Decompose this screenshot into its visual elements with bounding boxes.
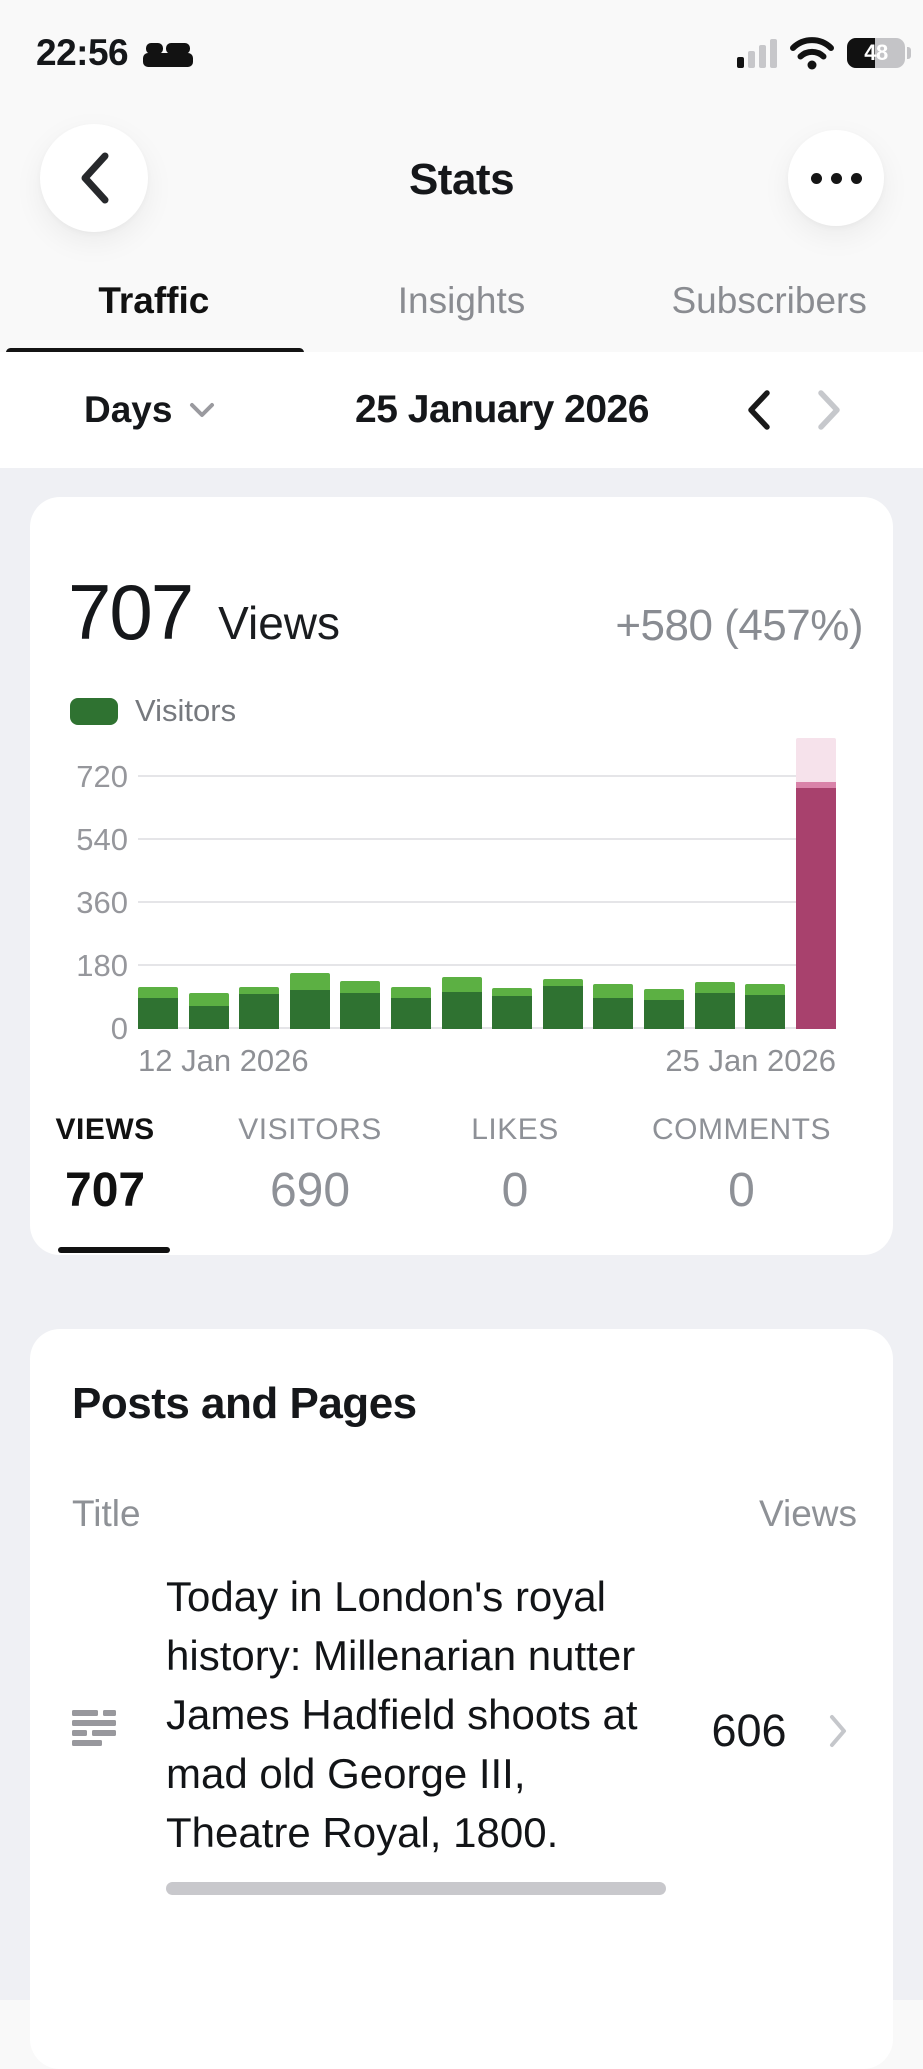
- views-total: 707: [68, 568, 194, 656]
- back-button[interactable]: [40, 124, 148, 232]
- posts-card-title: Posts and Pages: [72, 1379, 417, 1428]
- views-headline: 707 Views: [68, 567, 340, 658]
- chevron-right-icon: [827, 1712, 849, 1750]
- selected-date: 25 January 2026: [355, 388, 649, 431]
- visitors-legend-swatch: [70, 697, 118, 725]
- chart-bar-13-jan-2026[interactable]: [188, 737, 229, 1029]
- x-axis-end-label: 25 Jan 2026: [665, 1043, 836, 1078]
- date-navigation-bar: Days 25 January 2026: [0, 352, 923, 468]
- chart-bar-18-jan-2026[interactable]: [441, 737, 482, 1029]
- more-menu-button[interactable]: [788, 130, 884, 226]
- chevron-left-icon: [77, 150, 111, 206]
- y-axis-tick-label: 540: [76, 822, 128, 857]
- y-axis-tick-label: 0: [110, 1011, 128, 1046]
- chart-x-axis-labels: 12 Jan 2026 25 Jan 2026: [138, 1043, 836, 1079]
- chart-gridline: [138, 964, 836, 966]
- chevron-right-icon: [818, 390, 840, 430]
- chart-bar-15-jan-2026[interactable]: [289, 737, 330, 1029]
- wifi-icon: [789, 36, 835, 70]
- chart-gridline: [138, 775, 836, 777]
- y-axis-tick-label: 360: [76, 885, 128, 920]
- chart-bar-14-jan-2026[interactable]: [239, 737, 280, 1029]
- metric-comments[interactable]: COMMENTS 0: [652, 1113, 832, 1217]
- chart-bar-21-jan-2026[interactable]: [593, 737, 634, 1029]
- post-title: Today in London's royal history: Millena…: [166, 1573, 638, 1856]
- chevron-left-icon: [748, 390, 770, 430]
- selected-metric-indicator: [58, 1247, 170, 1253]
- chart-bar-25-jan-2026[interactable]: [795, 737, 836, 1029]
- posts-column-headers: Title Views: [72, 1493, 857, 1535]
- metric-visitors[interactable]: VISITORS 690: [238, 1113, 382, 1217]
- chart-bar-12-jan-2026[interactable]: [138, 737, 178, 1029]
- y-axis-tick-label: 720: [76, 759, 128, 794]
- post-text-lines-icon: [72, 1708, 120, 1755]
- clock: 22:56: [36, 32, 129, 73]
- metrics-row: VIEWS 707 VISITORS 690 LIKES 0 COMMENTS …: [30, 1113, 893, 1218]
- chart-bar-22-jan-2026[interactable]: [644, 737, 685, 1029]
- tab-bar: Traffic Insights Subscribers: [0, 250, 923, 357]
- previous-day-button[interactable]: [742, 352, 774, 468]
- posts-and-pages-card: Posts and Pages Title Views Today in Lon…: [30, 1329, 893, 2069]
- post-views-bar: [166, 1882, 666, 1895]
- chart-bar-23-jan-2026[interactable]: [694, 737, 735, 1029]
- chart-plot-area[interactable]: [138, 737, 836, 1029]
- chevron-down-icon: [188, 401, 216, 419]
- chart-bar-20-jan-2026[interactable]: [542, 737, 583, 1029]
- column-views: Views: [758, 1493, 857, 1534]
- period-selector[interactable]: Days: [84, 352, 216, 468]
- post-views-count: 606: [711, 1705, 787, 1756]
- battery-icon: 48: [847, 38, 911, 68]
- chart-bar-16-jan-2026[interactable]: [340, 737, 381, 1029]
- chart-bar-24-jan-2026[interactable]: [745, 737, 786, 1029]
- views-bar-chart: 0 180 360 540 720 12 Jan 2026 25 Jan 2026: [50, 737, 836, 1079]
- chart-bar-17-jan-2026[interactable]: [391, 737, 432, 1029]
- post-row[interactable]: Today in London's royal history: Millena…: [72, 1567, 867, 1895]
- tab-insights[interactable]: Insights: [397, 280, 526, 321]
- metric-views[interactable]: VIEWS 707: [55, 1113, 155, 1217]
- chart-gridline: [138, 1027, 836, 1029]
- views-delta: +580 (457%): [615, 601, 863, 650]
- ellipsis-icon: [810, 172, 862, 184]
- sleep-focus-bed-icon: [142, 33, 194, 73]
- column-title: Title: [72, 1493, 141, 1534]
- tab-traffic[interactable]: Traffic: [0, 250, 308, 357]
- chart-y-axis-labels: 0 180 360 540 720: [50, 737, 138, 1046]
- chart-legend: Visitors: [70, 693, 236, 729]
- next-day-button[interactable]: [814, 352, 846, 468]
- status-bar: 22:56 48: [0, 26, 923, 82]
- chart-gridline: [138, 838, 836, 840]
- header: Stats: [0, 110, 923, 250]
- metric-likes[interactable]: LIKES 0: [471, 1113, 559, 1217]
- chart-gridline: [138, 901, 836, 903]
- visitors-legend-label: Visitors: [135, 693, 237, 728]
- y-axis-tick-label: 180: [76, 948, 128, 983]
- cellular-signal-icon: [737, 38, 777, 68]
- tab-subscribers[interactable]: Subscribers: [671, 280, 867, 321]
- battery-percent: 48: [864, 40, 888, 65]
- x-axis-start-label: 12 Jan 2026: [138, 1043, 309, 1078]
- views-stats-card: 707 Views +580 (457%) Visitors 0 180 360 54…: [30, 497, 893, 1255]
- views-label: Views: [218, 597, 341, 649]
- chart-bar-19-jan-2026[interactable]: [492, 737, 533, 1029]
- page-title: Stats: [408, 155, 515, 204]
